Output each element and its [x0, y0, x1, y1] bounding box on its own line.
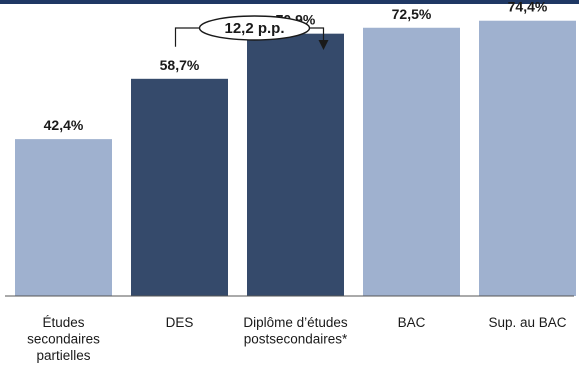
bar-4	[479, 20, 576, 296]
value-label-3: 72,5%	[392, 6, 432, 22]
callout-connector	[174, 27, 200, 47]
callout-ellipse	[198, 15, 311, 41]
callout-arrow	[309, 27, 329, 50]
header-bar	[0, 0, 579, 4]
category-label-1: DES	[166, 315, 194, 330]
bars-layer	[15, 20, 576, 297]
category-label-0: Études secondaires partielles	[27, 315, 100, 363]
value-label-1: 58,7%	[160, 57, 200, 73]
category-label-3: BAC	[398, 315, 426, 330]
difference-callout: 12,2 p.p.	[174, 15, 329, 50]
bar-1	[131, 78, 228, 296]
bar-3	[363, 27, 460, 296]
category-label-2: Diplôme d’études postsecondaires*	[243, 315, 348, 347]
callout-label: 12,2 p.p.	[224, 20, 284, 37]
bar-2	[247, 33, 344, 297]
value-label-4: 74,4%	[508, 0, 548, 15]
category-label-4: Sup. au BAC	[488, 315, 566, 330]
value-label-0: 42,4%	[44, 117, 84, 133]
category-labels-layer: Études secondaires partielles DES Diplôme d’…	[27, 315, 567, 363]
bar-0	[15, 139, 112, 296]
